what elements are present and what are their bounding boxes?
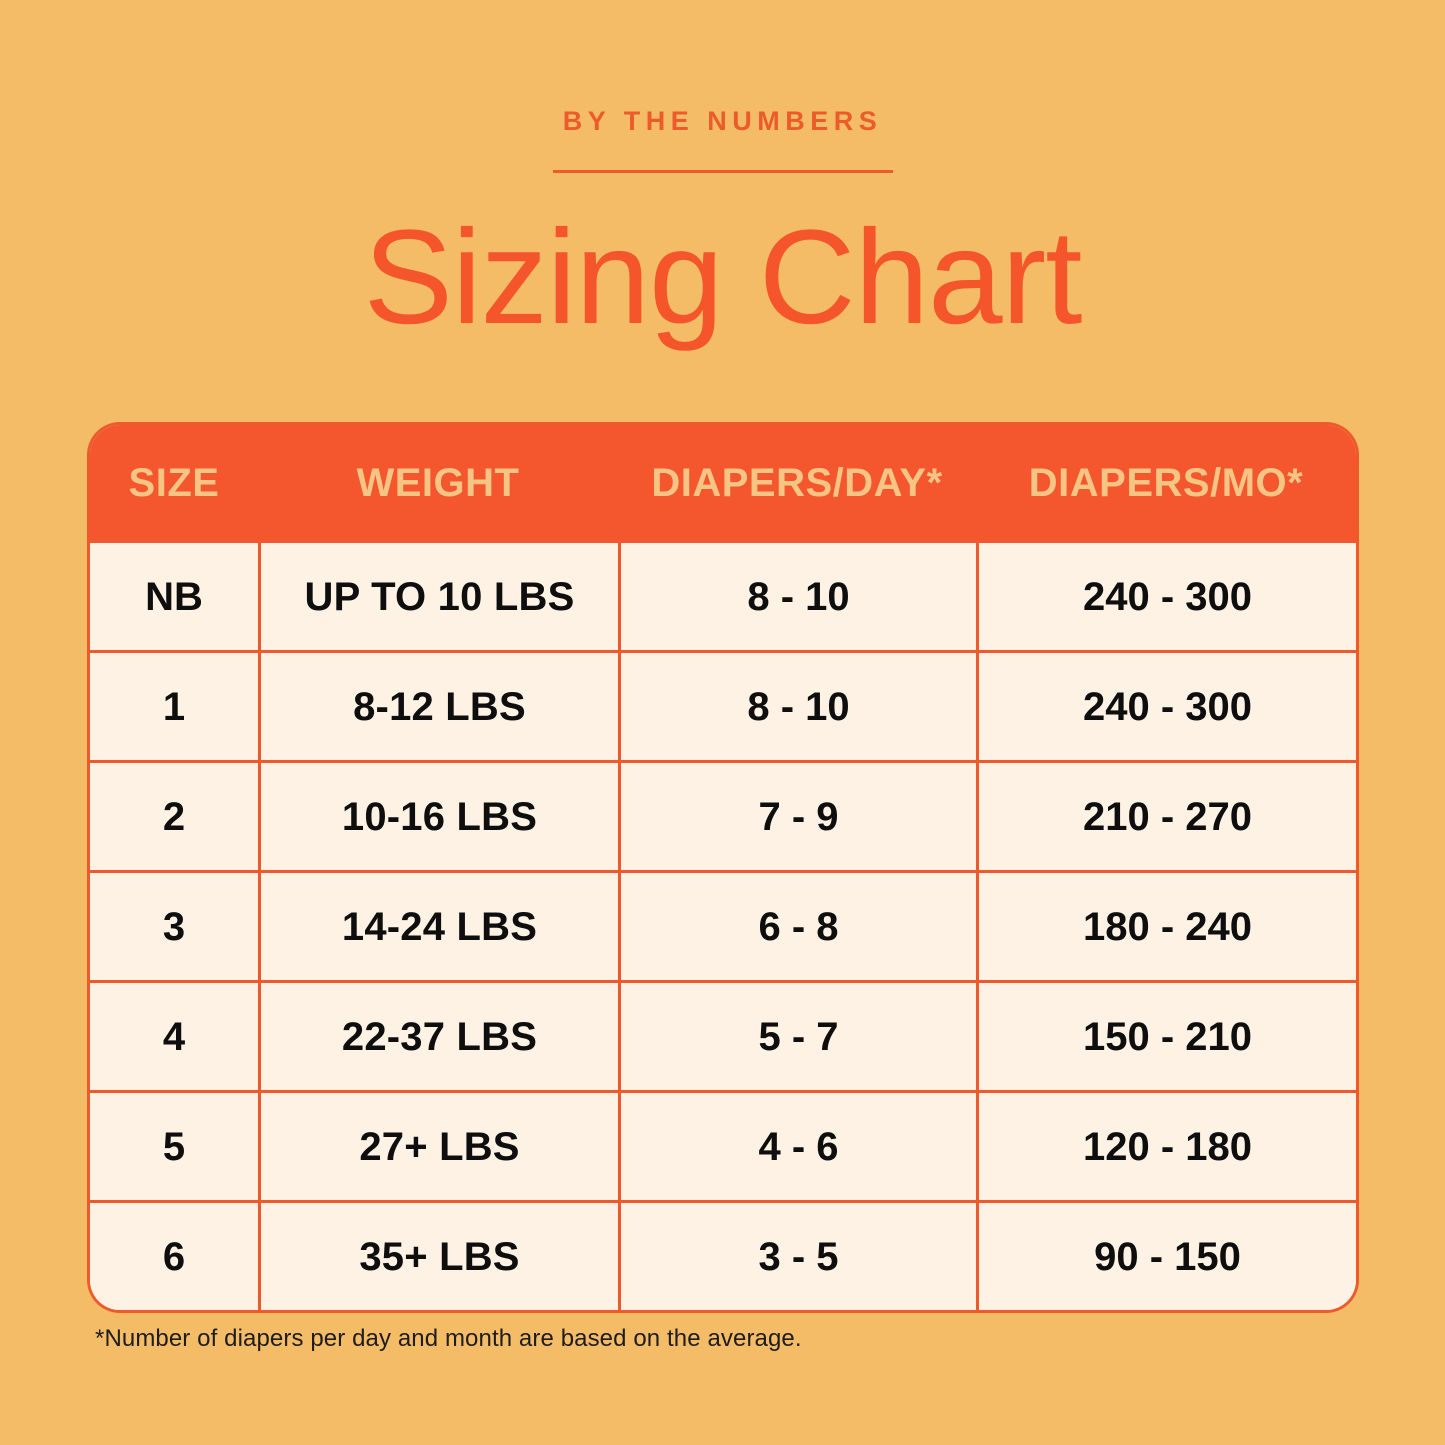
column-header-weight: WEIGHT [258,425,618,543]
table-header: SIZE WEIGHT DIAPERS/DAY* DIAPERS/MO* [90,425,1356,543]
cell-diapers-mo: 120 - 180 [976,1090,1356,1200]
table-row: 6 35+ LBS 3 - 5 90 - 150 [90,1200,1356,1310]
cell-weight: 8-12 LBS [258,650,618,760]
column-header-diapers-mo: DIAPERS/MO* [976,425,1356,543]
cell-diapers-day: 5 - 7 [618,980,976,1090]
cell-diapers-mo: 90 - 150 [976,1200,1356,1310]
table-row: 2 10-16 LBS 7 - 9 210 - 270 [90,760,1356,870]
table-row: 3 14-24 LBS 6 - 8 180 - 240 [90,870,1356,980]
table-footnote: *Number of diapers per day and month are… [95,1325,802,1352]
table-header-row: SIZE WEIGHT DIAPERS/DAY* DIAPERS/MO* [90,425,1356,543]
table-body: NB UP TO 10 LBS 8 - 10 240 - 300 1 8-12 … [90,543,1356,1310]
cell-size: 6 [90,1200,258,1310]
cell-size: 4 [90,980,258,1090]
cell-diapers-mo: 180 - 240 [976,870,1356,980]
column-header-diapers-day: DIAPERS/DAY* [618,425,976,543]
cell-diapers-day: 8 - 10 [618,543,976,650]
cell-diapers-day: 3 - 5 [618,1200,976,1310]
table-row: 1 8-12 LBS 8 - 10 240 - 300 [90,650,1356,760]
cell-diapers-mo: 210 - 270 [976,760,1356,870]
sizing-table: SIZE WEIGHT DIAPERS/DAY* DIAPERS/MO* NB … [90,425,1356,1310]
page-title: Sizing Chart [363,203,1083,352]
cell-diapers-mo: 240 - 300 [976,543,1356,650]
cell-diapers-day: 4 - 6 [618,1090,976,1200]
sizing-table-container: SIZE WEIGHT DIAPERS/DAY* DIAPERS/MO* NB … [90,425,1356,1310]
cell-weight: 27+ LBS [258,1090,618,1200]
cell-diapers-day: 7 - 9 [618,760,976,870]
cell-weight: UP TO 10 LBS [258,543,618,650]
cell-size: 5 [90,1090,258,1200]
page-header: BY THE NUMBERS Sizing Chart [0,0,1445,345]
cell-size: 2 [90,760,258,870]
cell-weight: 10-16 LBS [258,760,618,870]
cell-weight: 35+ LBS [258,1200,618,1310]
cell-weight: 14-24 LBS [258,870,618,980]
cell-weight: 22-37 LBS [258,980,618,1090]
column-header-size: SIZE [90,425,258,543]
cell-diapers-day: 8 - 10 [618,650,976,760]
table-row: 5 27+ LBS 4 - 6 120 - 180 [90,1090,1356,1200]
cell-size: 1 [90,650,258,760]
cell-size: NB [90,543,258,650]
eyebrow-label: BY THE NUMBERS [562,106,883,136]
cell-diapers-day: 6 - 8 [618,870,976,980]
cell-diapers-mo: 150 - 210 [976,980,1356,1090]
cell-size: 3 [90,870,258,980]
cell-diapers-mo: 240 - 300 [976,650,1356,760]
table-row: NB UP TO 10 LBS 8 - 10 240 - 300 [90,543,1356,650]
table-row: 4 22-37 LBS 5 - 7 150 - 210 [90,980,1356,1090]
header-divider-rule [552,170,893,173]
